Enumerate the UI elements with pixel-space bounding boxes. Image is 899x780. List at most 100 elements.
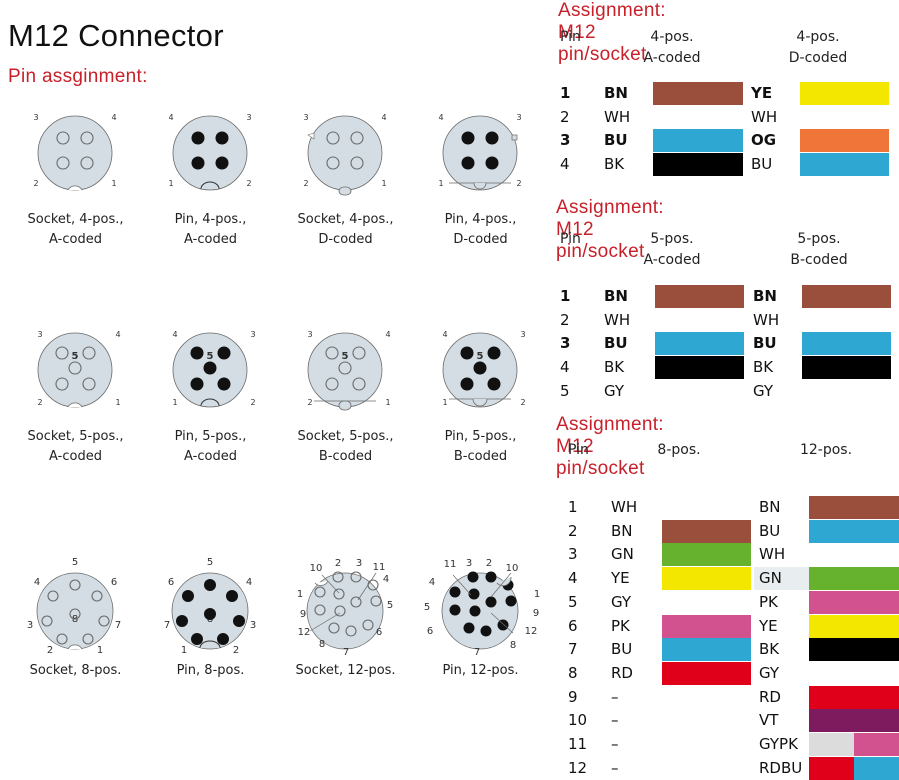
pin-number-label: 11: [373, 562, 386, 573]
wire-color-code-b: BU: [753, 334, 777, 353]
connector-diagram-3: 3 4 2 1 Socket, 4-pos., D-coded: [278, 108, 413, 250]
wire-color-code-a: YE: [611, 569, 630, 588]
connector-face-icon: 3 4 2 1: [303, 113, 387, 196]
table-title: Assignment: M12 pin/socket: [558, 0, 666, 65]
wire-color-code-b: WH: [751, 107, 778, 126]
pin-number-label: 4: [115, 330, 120, 339]
color-swatch-b-left: [809, 733, 854, 756]
column-a-header-line: 5-pos.: [650, 231, 694, 247]
connector-face-icon: 11 3 2 10 4 1 5 9 12 6 8 7: [424, 558, 540, 658]
table-row: 2 WH WH: [0, 309, 899, 332]
column-a-header-line: 4-pos.: [650, 29, 694, 45]
pin-number-label: 4: [442, 330, 447, 339]
pin-number-label: 1: [297, 589, 303, 600]
wire-color-code-a: PK: [611, 616, 630, 635]
table-title: Assignment: M12 pin/socket: [556, 414, 664, 479]
table-row: 3 BU BU: [0, 332, 899, 356]
pin-number-label: 6: [168, 577, 174, 588]
color-swatch-a: [662, 567, 751, 591]
wire-color-code-b: GY: [753, 381, 774, 400]
pin-number-label: 4: [168, 113, 173, 122]
color-swatch-b-right: [854, 756, 899, 780]
pin-number-label: 1: [168, 179, 173, 188]
table-row: 10 – VT: [0, 709, 899, 733]
wire-color-code-b: WH: [759, 545, 786, 564]
table-row: 4 BK BK: [0, 356, 899, 380]
color-swatch-b: [809, 567, 899, 591]
wire-color-code-b: YE: [759, 616, 778, 635]
pin-number-label: 3: [37, 330, 42, 339]
wire-color-code-a: –: [611, 687, 619, 706]
connector-caption: Pin, 12-pos.: [442, 663, 519, 678]
wire-color-code-b: PK: [759, 592, 778, 611]
pin-number-label: 4: [383, 574, 389, 585]
pin-number-label: 1: [381, 179, 386, 188]
pin-number-label: 6: [376, 627, 382, 638]
pin-number-label: 3: [33, 113, 38, 122]
wire-color-code-b: GYPK: [759, 735, 798, 753]
pin-number-label: 1: [97, 645, 103, 656]
color-swatch-b: [800, 153, 889, 177]
connector-caption: Pin, 5-pos.,: [174, 429, 247, 444]
column-a-header-line: A-coded: [643, 252, 701, 268]
connector-diagram-8: 4 3 1 2 5 Pin, 5-pos., B-coded: [413, 325, 548, 467]
pin-number-label: 1: [115, 398, 120, 407]
pin-number: 2: [568, 521, 578, 540]
wire-color-code-a: BK: [604, 358, 625, 377]
connector-caption: Pin, 4-pos.,: [444, 212, 517, 227]
wire-color-code-a: BK: [604, 155, 625, 174]
pin-number-label: 1: [438, 179, 443, 188]
connector-face-icon: 56478312: [164, 557, 256, 656]
table-row: 8 RD GY: [0, 661, 899, 685]
wire-color-code-b: VT: [759, 711, 779, 730]
pin-number: 3: [560, 334, 571, 353]
table-row: 7 BU BK: [0, 638, 899, 662]
wire-color-code-a: WH: [604, 107, 631, 126]
connector-diagram-5: 3 4 2 1 5 Socket, 5-pos., A-coded: [8, 325, 143, 467]
connector-caption: Socket, 4-pos.,: [297, 212, 394, 227]
column-b-header-line: 12-pos.: [799, 442, 853, 458]
pin-number-label: 7: [474, 647, 480, 658]
pin-number: 1: [560, 84, 571, 102]
connector-caption: Pin, 5-pos.,: [444, 429, 517, 444]
pin-column-header: Pin: [560, 231, 581, 247]
pin-number-label: 1: [111, 179, 116, 188]
connector-diagram-9: 5 4 6 3 8 7 2 1 Socket, 8-pos.: [8, 555, 143, 681]
connector-diagram-6: 4 3 1 2 5 Pin, 5-pos., A-coded: [143, 325, 278, 467]
pin-number-label: 10: [506, 563, 519, 574]
connector-coding: B-coded: [453, 449, 508, 464]
color-swatch-b: [802, 332, 891, 356]
column-a-header: 4-pos. A-coded: [622, 27, 722, 69]
wire-color-code-a: –: [611, 711, 619, 730]
pin-number: 1: [560, 287, 571, 305]
wire-color-code-b: BN: [753, 287, 777, 305]
connector-face-icon: 3 4 2 1: [33, 113, 117, 191]
pin-number-label: 3: [516, 113, 521, 122]
connector-coding: A-coded: [49, 449, 102, 464]
connector-face-icon: 4 3 1 2: [168, 113, 252, 191]
connector-coding: D-coded: [453, 232, 508, 247]
connector-coding: B-coded: [318, 449, 373, 464]
column-a-header-line: 8-pos.: [657, 442, 701, 458]
table-row: 6 PK YE: [0, 614, 899, 638]
color-swatch-b: [809, 519, 899, 543]
pin-number-label: 2: [486, 558, 492, 569]
color-swatch-b: [802, 285, 891, 308]
pin-number-label: 2: [233, 645, 239, 656]
column-a-header: 8-pos.: [629, 440, 729, 461]
connector-coding: D-coded: [318, 232, 373, 247]
color-swatch-a: [653, 129, 743, 153]
pin-number-label: 2: [303, 179, 308, 188]
pin-number-label: 3: [250, 330, 255, 339]
pin-number-label: 5: [207, 557, 213, 568]
column-b-header-line: B-coded: [790, 252, 848, 268]
pin-number: 4: [568, 569, 578, 588]
pin-number-label: 4: [429, 577, 435, 588]
pin-number-label: 10: [310, 563, 323, 574]
pin-number-label: 7: [115, 620, 121, 631]
connector-caption: Socket, 12-pos.: [295, 663, 396, 678]
pin-number-label: 4: [111, 113, 116, 122]
pin-number: 6: [568, 616, 578, 635]
wire-color-code-a: GY: [604, 381, 625, 400]
